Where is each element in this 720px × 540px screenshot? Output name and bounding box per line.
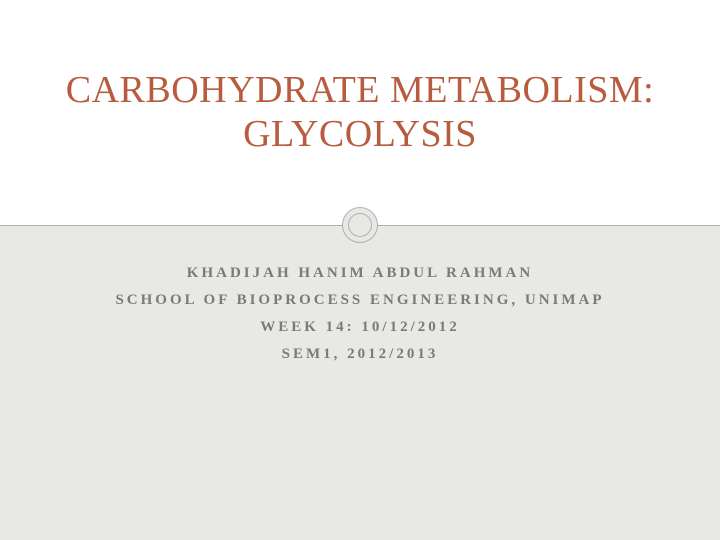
title-section: CARBOHYDRATE METABOLISM: GLYCOLYSIS (0, 0, 720, 225)
subtitle-line-week: WEEK 14: 10/12/2012 (60, 319, 660, 336)
subtitle-line-semester: SEM1, 2012/2013 (60, 346, 660, 363)
presentation-slide: CARBOHYDRATE METABOLISM: GLYCOLYSIS KHAD… (0, 0, 720, 540)
subtitle-line-school: SCHOOL OF BIOPROCESS ENGINEERING, UNIMAP (60, 292, 660, 309)
slide-title: CARBOHYDRATE METABOLISM: GLYCOLYSIS (60, 69, 660, 156)
divider-circle-inner (348, 213, 372, 237)
subtitle-line-author: KHADIJAH HANIM ABDUL RAHMAN (60, 265, 660, 282)
subtitle-section: KHADIJAH HANIM ABDUL RAHMAN SCHOOL OF BI… (0, 225, 720, 540)
